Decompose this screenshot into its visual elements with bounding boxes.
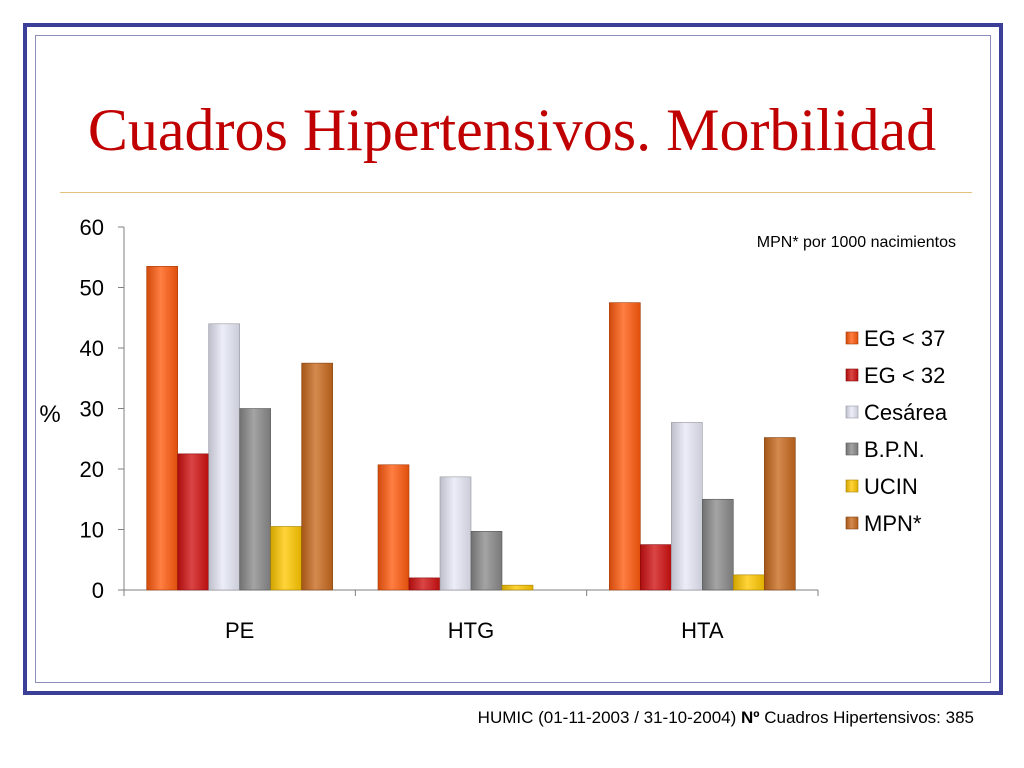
footnote: HUMIC (01-11-2003 / 31-10-2004) Nº Cuadr… — [478, 708, 974, 728]
legend-label: MPN* — [864, 511, 922, 536]
chart-labels: 0 10 20 30 40 50 60% PE HTG HTA MPN* por 1000 naci… — [39, 215, 956, 643]
bar-htg-3 — [470, 531, 503, 591]
bar-pe-3 — [239, 408, 271, 591]
slide-inner-frame — [35, 35, 991, 683]
legend-swatch — [845, 442, 859, 456]
legend-swatch — [845, 479, 859, 493]
footnote-suffix: Cuadros Hipertensivos: 385 — [759, 708, 974, 727]
y-tick-label: 50 — [80, 276, 104, 301]
slide-title: Cuadros Hipertensivos. Morbilidad — [87, 97, 937, 163]
bar-htg-2 — [439, 476, 472, 591]
chart-legend: EG < 37 EG < 32 Cesárea B.P.N. UCIN MPN* — [845, 326, 948, 536]
legend-swatch — [845, 516, 859, 530]
legend-swatch — [845, 368, 859, 382]
legend-label: UCIN — [864, 474, 918, 499]
legend-label: EG < 37 — [864, 326, 945, 351]
x-category-label: PE — [225, 618, 254, 643]
bar-htg-0 — [377, 464, 410, 591]
bar-pe-2 — [208, 323, 240, 591]
y-tick-label: 40 — [80, 336, 104, 361]
chart-annotation: MPN* por 1000 nacimientos — [757, 234, 956, 251]
y-axis-label: % — [39, 401, 60, 428]
bar-htg-4 — [501, 584, 534, 591]
y-tick-label: 20 — [80, 457, 104, 482]
legend-label: B.P.N. — [864, 437, 925, 462]
bar-hta-0 — [609, 302, 641, 591]
chart-bars — [146, 266, 796, 591]
footnote-bold: Nº — [740, 708, 760, 727]
bar-pe-4 — [270, 526, 302, 591]
legend-swatch — [845, 331, 859, 345]
y-tick-label: 60 — [80, 215, 104, 240]
bar-htg-1 — [408, 577, 441, 591]
y-tick-label: 10 — [80, 518, 104, 543]
bar-hta-4 — [733, 574, 765, 591]
slide-frame — [23, 23, 1003, 695]
y-tick-label: 0 — [92, 578, 104, 603]
bar-pe-0 — [146, 266, 178, 591]
title-divider — [60, 192, 972, 193]
bar-pe-5 — [301, 362, 333, 591]
bar-hta-1 — [640, 544, 672, 591]
bar-pe-1 — [177, 453, 209, 591]
y-tick-label: 30 — [80, 397, 104, 422]
footnote-prefix: HUMIC (01-11-2003 / 31-10-2004) — [477, 708, 741, 727]
legend-swatch — [845, 405, 859, 419]
x-category-label: HTG — [448, 618, 494, 643]
bar-hta-5 — [764, 437, 796, 591]
x-category-label: HTA — [681, 618, 724, 643]
bar-hta-3 — [702, 498, 734, 591]
bar-hta-2 — [671, 422, 703, 591]
legend-label: EG < 32 — [864, 363, 945, 388]
legend-label: Cesárea — [864, 400, 948, 425]
